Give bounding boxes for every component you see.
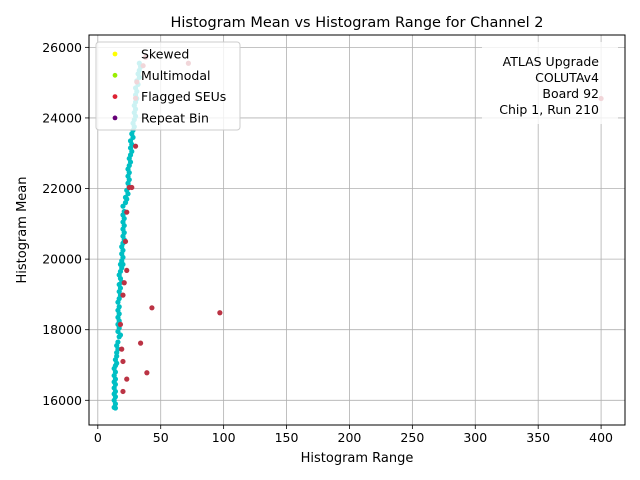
y-tick-label: 24000 <box>42 110 82 125</box>
data-point <box>129 184 135 191</box>
data-point <box>124 376 130 382</box>
x-tick-label: 200 <box>338 430 362 445</box>
y-tick-label: 16000 <box>42 393 82 408</box>
data-point <box>119 346 125 352</box>
x-tick-label: 250 <box>400 430 424 445</box>
y-tick-label: 22000 <box>42 181 82 196</box>
data-point <box>124 267 130 274</box>
legend-box <box>95 41 241 131</box>
data-point <box>121 280 127 286</box>
x-tick-label: 150 <box>275 430 299 445</box>
axis-ticks: 0 50 100 150 200 250 300 350 400 16000 18000 20000 2… <box>42 40 613 445</box>
data-point <box>137 340 144 346</box>
x-tick-label: 50 <box>153 430 169 445</box>
data-point <box>115 339 121 345</box>
data-point <box>117 321 124 328</box>
x-tick-label: 0 <box>94 430 102 445</box>
y-tick-label: 18000 <box>42 322 82 337</box>
data-point <box>144 370 150 376</box>
legend-marker <box>112 94 118 99</box>
x-tick-label: 350 <box>526 430 550 445</box>
data-point <box>120 388 126 395</box>
x-tick-label: 300 <box>463 430 487 445</box>
y-tick-label: 20000 <box>42 252 82 267</box>
x-axis-label: Histogram Range <box>301 451 414 466</box>
y-axis-label: Histogram Mean <box>15 177 30 284</box>
legend-label: Flagged SEUs <box>141 89 226 104</box>
data-point <box>120 292 126 298</box>
annotation-line: COLUTAv4 <box>535 70 599 85</box>
data-point <box>120 358 126 365</box>
data-point <box>217 310 223 316</box>
legend: Skewed Multimodal Flagged SEUs Repeat Bin <box>95 41 241 131</box>
annotation-background <box>482 42 618 124</box>
legend-label: Multimodal <box>141 68 210 83</box>
data-point <box>122 238 129 245</box>
legend-marker <box>112 51 118 57</box>
y-tick-label: 26000 <box>42 40 82 55</box>
x-tick-label: 400 <box>589 430 613 445</box>
legend-marker <box>112 115 118 121</box>
annotation-line: Board 92 <box>542 86 599 101</box>
legend-label: Skewed <box>141 47 189 62</box>
plot-frame <box>88 34 626 426</box>
legend-marker <box>112 72 118 78</box>
data-point <box>124 209 130 215</box>
annotation-line: ATLAS Upgrade <box>503 54 600 69</box>
data-point <box>132 143 139 149</box>
annotation-line: Chip 1, Run 210 <box>499 102 599 117</box>
chart-title: Histogram Mean vs Histogram Range for Ch… <box>171 15 544 31</box>
legend-label: Repeat Bin <box>141 110 209 125</box>
data-point <box>149 305 155 311</box>
x-tick-label: 100 <box>212 430 236 445</box>
data-point <box>116 304 122 310</box>
